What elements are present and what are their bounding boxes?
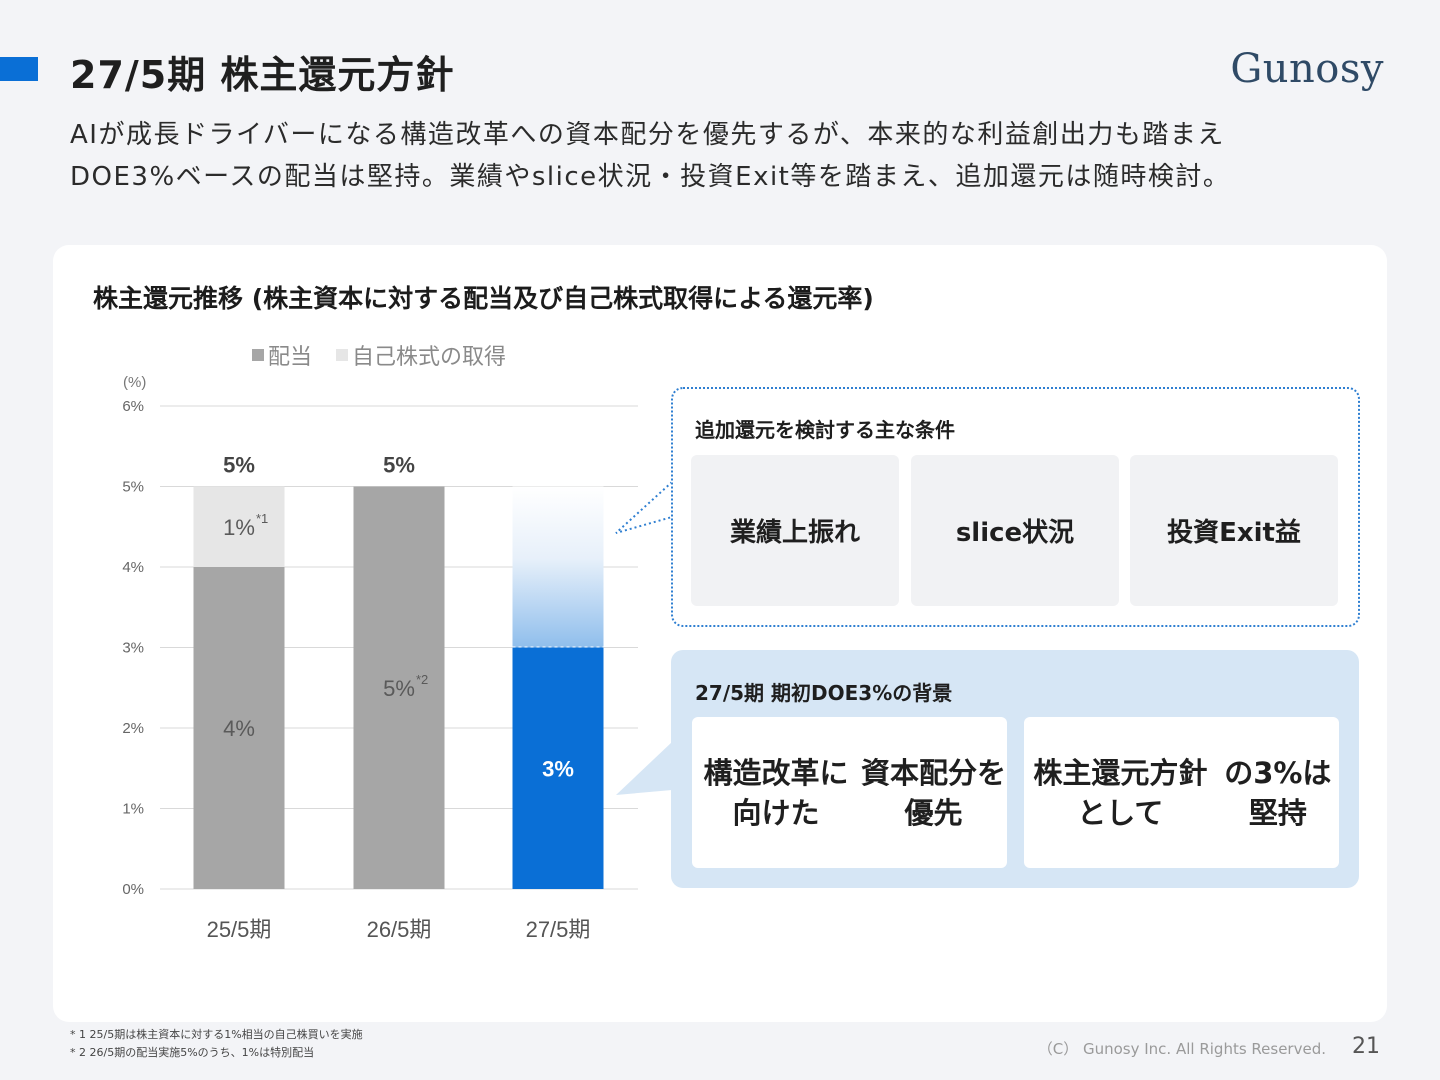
background-tile-line: 構造改革に向けた — [703, 755, 849, 830]
legend-label-buyback: 自己株式の取得 — [352, 345, 507, 370]
footnotes: * 1 25/5期は株主資本に対する1%相当の自己株買いを実施 * 2 26/5… — [70, 1026, 363, 1062]
y-axis-unit: (%) — [123, 374, 146, 391]
condition-tile: slice状況 — [911, 455, 1119, 606]
y-tick-label: 3% — [122, 640, 144, 657]
subtitle-line-2: DOE3%ベースの配当は堅持。業績やslice状況・投資Exit等を踏まえ、追加… — [70, 162, 1231, 192]
callout-pointer-dotted — [615, 481, 673, 534]
legend-item-dividend: 配当 — [252, 339, 312, 371]
condition-tile: 業績上振れ — [691, 455, 899, 606]
x-tick-label: 26/5期 — [367, 917, 432, 942]
bar-total-label: 5% — [223, 453, 255, 478]
footnote-1: * 1 25/5期は株主資本に対する1%相当の自己株買いを実施 — [70, 1028, 363, 1041]
title-accent-bar — [0, 57, 38, 81]
x-tick-label: 25/5期 — [207, 917, 272, 942]
card-title: 株主還元推移 (株主資本に対する配当及び自己株式取得による還元率) — [93, 284, 874, 313]
x-tick-label: 27/5期 — [526, 917, 591, 942]
background-tile-line: 資本配分を優先 — [860, 755, 1006, 830]
bar-buyback — [193, 486, 285, 567]
segment-value-label: 5% — [383, 676, 415, 701]
legend-item-buyback: 自己株式の取得 — [336, 339, 506, 371]
chart-legend: 配当 自己株式の取得 — [252, 339, 506, 371]
segment-footnote-marker: *2 — [416, 672, 428, 687]
page-subtitle: AIが成長ドライバーになる構造改革への資本配分を優先するが、本来的な利益創出力も… — [70, 114, 1390, 198]
bar-dividend — [353, 486, 445, 889]
conditions-title: 追加還元を検討する主な条件 — [695, 418, 955, 442]
y-tick-label: 1% — [122, 801, 144, 818]
bar-dividend — [512, 647, 604, 889]
stacked-bar-chart: (%) 0% 1% 2% 3% 4% 5% 6% 5% 25/5期 5% 26/5期 27/5期 4% 1%… — [122, 374, 638, 942]
segment-value-label: 4% — [223, 716, 255, 741]
subtitle-line-1: AIが成長ドライバーになる構造改革への資本配分を優先するが、本来的な利益創出力も… — [70, 120, 1225, 150]
background-tile-line: 株主還元方針として — [1033, 755, 1208, 830]
upside-potential-gradient — [512, 486, 604, 648]
bar-total-label: 5% — [383, 453, 415, 478]
legend-swatch-dividend — [252, 349, 264, 361]
y-tick-label: 4% — [122, 559, 144, 576]
background-tile: 株主還元方針として の3%は堅持 — [1024, 717, 1339, 868]
y-tick-label: 2% — [122, 720, 144, 737]
page-number: 21 — [1352, 1034, 1380, 1059]
background-tile: 構造改革に向けた 資本配分を優先 — [692, 717, 1007, 868]
legend-swatch-buyback — [336, 349, 349, 361]
background-title: 27/5期 期初DOE3%の背景 — [695, 681, 953, 705]
bar-dividend — [193, 567, 285, 889]
y-tick-label: 0% — [122, 881, 144, 898]
legend-label-dividend: 配当 — [268, 345, 313, 370]
page-title: 27/5期 株主還元方針 — [70, 53, 455, 97]
brand-logo: Gunosy — [1230, 46, 1384, 92]
y-tick-label: 6% — [122, 398, 144, 415]
background-pointer — [616, 742, 672, 795]
background-tile-line: の3%は堅持 — [1224, 755, 1332, 830]
segment-footnote-marker: *1 — [256, 511, 268, 526]
segment-value-label: 3% — [542, 756, 574, 781]
footnote-2: * 2 26/5期の配当実施5%のうち、1%は特別配当 — [70, 1046, 315, 1059]
copyright: （C） Gunosy Inc. All Rights Reserved. — [1037, 1040, 1326, 1058]
condition-tile: 投資Exit益 — [1130, 455, 1338, 606]
y-tick-label: 5% — [122, 479, 144, 496]
segment-value-label: 1% — [223, 515, 255, 540]
